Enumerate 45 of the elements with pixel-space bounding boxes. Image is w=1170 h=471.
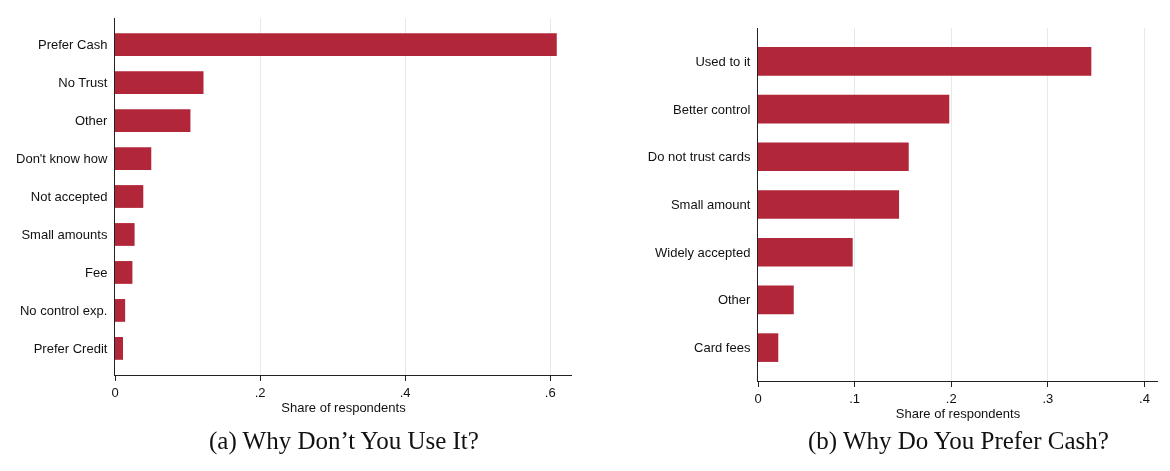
- bar: [115, 147, 152, 170]
- y-tick-label: No Trust: [58, 75, 108, 91]
- y-tick-label: Prefer Cash: [38, 37, 108, 53]
- x-tick-label: 0: [754, 390, 762, 406]
- y-tick-label: Not accepted: [30, 189, 108, 205]
- y-tick-label: Other: [717, 292, 752, 308]
- bar: [115, 337, 123, 360]
- bar: [115, 71, 204, 94]
- bar: [115, 185, 144, 208]
- bar: [758, 333, 779, 362]
- x-tick-label: .3: [1042, 390, 1054, 406]
- y-tick-label: Don't know how: [16, 151, 108, 167]
- y-tick-label: Better control: [673, 101, 751, 117]
- y-tick-label: Card fees: [694, 340, 751, 356]
- text: (a) Why Don’t You Use It?: [209, 427, 479, 455]
- x-tick-label: 0: [111, 384, 119, 400]
- x-tick-label: .4: [399, 384, 411, 400]
- bar: [758, 190, 900, 219]
- y-tick-label: No control exp.: [19, 302, 108, 318]
- x-tick-label: .4: [1139, 390, 1150, 406]
- x-axis-title: Share of respondents: [281, 400, 407, 416]
- bar: [115, 33, 557, 56]
- x-tick-label: .2: [254, 384, 266, 400]
- bar: [115, 223, 135, 246]
- y-tick-label: Do not trust cards: [647, 149, 751, 165]
- bar: [758, 47, 1092, 76]
- bar: [758, 142, 909, 172]
- y-tick-label: Fee: [84, 265, 108, 281]
- y-tick-label: Prefer Credit: [33, 340, 108, 356]
- bar: [115, 109, 191, 132]
- bar: [758, 94, 950, 124]
- y-tick-label: Other: [74, 113, 109, 129]
- text: (b) Why Do You Prefer Cash?: [808, 427, 1109, 455]
- y-tick-label: Used to it: [695, 53, 751, 69]
- y-tick-label: Small amounts: [21, 227, 108, 243]
- bar: [115, 299, 126, 322]
- y-tick-label: Small amount: [670, 197, 751, 213]
- x-tick-label: .6: [544, 384, 556, 400]
- x-tick-label: .2: [945, 390, 957, 406]
- x-axis-title: Share of respondents: [895, 406, 1021, 422]
- bar: [115, 261, 133, 284]
- y-tick-label: Widely accepted: [655, 244, 751, 260]
- bar: [758, 285, 794, 315]
- bar: [758, 237, 853, 267]
- x-tick-label: .1: [849, 390, 861, 406]
